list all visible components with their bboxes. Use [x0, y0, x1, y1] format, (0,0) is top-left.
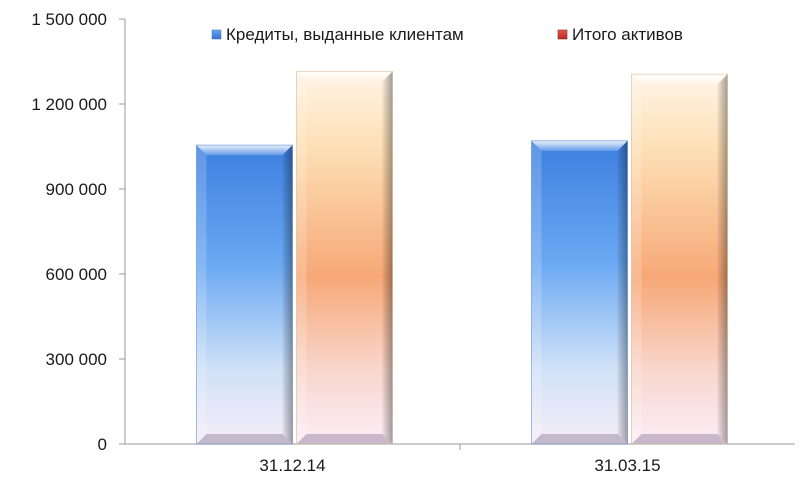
- bar-right-bevel: [717, 74, 728, 444]
- bar-body: [631, 74, 728, 444]
- legend-label-total-assets: Итого активов: [572, 25, 683, 44]
- bar-outline: [631, 73, 728, 445]
- bar-outline: [296, 70, 393, 445]
- y-tick-label: 900 000: [46, 180, 107, 199]
- bar-body: [296, 71, 393, 445]
- legend-swatch-credits: [211, 29, 222, 40]
- bar-left-bevel: [196, 145, 207, 445]
- y-tick-label: 1 500 000: [31, 10, 107, 29]
- y-tick-label: 600 000: [46, 265, 107, 284]
- bar-right-bevel: [617, 140, 628, 445]
- legend: Кредиты, выданные клиентам Итого активов: [211, 25, 683, 44]
- x-tick-label: 31.12.14: [259, 456, 325, 475]
- bar-top-bevel: [631, 74, 728, 85]
- legend-swatch-total-assets: [557, 29, 568, 40]
- bar-top-bevel: [296, 71, 393, 82]
- bar-outline: [531, 140, 628, 445]
- bar-body: [196, 145, 293, 445]
- bar: [631, 73, 728, 445]
- bar-top-bevel: [531, 140, 628, 151]
- bar-body: [531, 140, 628, 445]
- bar: [531, 140, 628, 445]
- y-tick-label: 1 200 000: [31, 95, 107, 114]
- bar-outline: [196, 144, 293, 445]
- bar-bottom-bevel: [631, 434, 728, 444]
- bar: [296, 70, 393, 445]
- legend-label-credits: Кредиты, выданные клиентам: [226, 25, 464, 44]
- bar-top-bevel: [196, 145, 293, 156]
- tick-labels: 0 300 000 600 000 900 000 1 200 000 1 500 000…: [31, 10, 660, 475]
- bar-bottom-bevel: [296, 434, 393, 444]
- x-tick-label: 31.03.15: [594, 456, 660, 475]
- bar-right-bevel: [382, 71, 393, 445]
- bar-bottom-bevel: [196, 434, 293, 444]
- bar-bottom-bevel: [531, 434, 628, 444]
- bars: [196, 70, 728, 445]
- bar-left-bevel: [296, 71, 307, 445]
- y-tick-label: 0: [98, 435, 107, 454]
- bar-right-bevel: [282, 145, 293, 445]
- bar: [196, 144, 293, 445]
- y-tick-label: 300 000: [46, 350, 107, 369]
- bar-left-bevel: [531, 140, 542, 445]
- bar-left-bevel: [631, 74, 642, 444]
